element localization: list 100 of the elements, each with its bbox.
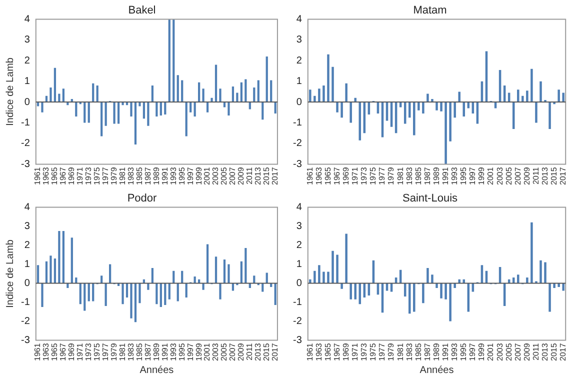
x-tick-label: 1985 [414, 166, 423, 185]
x-tick-label: 1977 [101, 342, 110, 361]
x-tick-label: 1989 [432, 342, 441, 361]
x-tick-label: 1967 [332, 166, 342, 185]
x-tick-label: 1981 [118, 166, 127, 185]
x-tick-label: 2009 [522, 342, 532, 361]
x-tick-label: 2015 [550, 342, 559, 361]
y-tick-label: 2 [296, 240, 302, 251]
y-tick-label: -2 [292, 316, 302, 327]
y-tick-label: -3 [20, 158, 30, 170]
x-tick-label: 1987 [422, 166, 432, 185]
y-tick-label: -1 [292, 296, 302, 308]
x-tick-label: 2017 [270, 166, 280, 185]
y-tick-label: 1 [24, 258, 30, 270]
x-tick-label: 1977 [378, 342, 387, 361]
x-tick-label: 1977 [101, 166, 110, 185]
y-tick-label: 3 [296, 220, 302, 232]
x-tick-label: 2015 [262, 342, 272, 361]
x-tick-label: 1991 [160, 342, 170, 361]
y-tick-label: -1 [292, 118, 302, 129]
x-tick-label: 1985 [414, 342, 423, 361]
y-tick-label: -3 [292, 158, 302, 170]
x-tick-label: 1975 [368, 342, 378, 361]
x-tick-label: 1989 [152, 166, 161, 185]
y-tick-label: 0 [24, 96, 30, 108]
x-tick-label: 1995 [459, 342, 468, 361]
x-tick-label: 2001 [202, 166, 212, 185]
x-tick-label: 1963 [42, 166, 51, 185]
y-tick-label: -1 [20, 296, 30, 308]
y-tick-label: 4 [24, 14, 30, 25]
x-tick-label: 2015 [550, 166, 559, 185]
x-tick-label: 1995 [459, 166, 468, 185]
x-tick-label: 1979 [110, 166, 118, 185]
x-tick-label: 1995 [177, 342, 186, 361]
x-tick-label: 2013 [254, 342, 263, 361]
x-tick-label: 2015 [262, 166, 272, 185]
x-tick-label: 1985 [134, 166, 144, 185]
x-tick-label: 1999 [194, 342, 204, 361]
x-tick-label: 1971 [76, 166, 85, 185]
x-tick-label: 1999 [477, 342, 486, 361]
x-tick-label: 1987 [422, 342, 432, 361]
x-tick-label: 1993 [450, 342, 460, 361]
x-tick-label: 2009 [236, 166, 246, 185]
x-tick-label: 2005 [504, 342, 514, 361]
x-tick-label: 2007 [228, 166, 238, 185]
x-tick-label: 1979 [386, 342, 396, 361]
x-tick-label: 1977 [378, 166, 387, 185]
x-tick-label: 1987 [143, 342, 152, 361]
x-tick-label: 1967 [58, 342, 68, 361]
x-tick-label: 2013 [540, 342, 550, 361]
y-tick-label: 4 [296, 14, 302, 25]
x-tick-label: 1975 [92, 166, 102, 185]
x-tick-label: 2011 [245, 342, 254, 360]
y-tick-label: 4 [24, 202, 30, 213]
x-tick-label: 1969 [342, 342, 351, 361]
y-tick-label: -2 [20, 316, 30, 327]
x-tick-label: 1993 [168, 342, 178, 361]
x-tick-label: 1993 [168, 166, 178, 185]
x-tick-label: 1991 [440, 342, 450, 361]
x-tick-label: 1983 [404, 342, 414, 361]
x-tick-label: 2017 [558, 166, 568, 185]
x-tick-label: 2003 [211, 166, 220, 185]
x-tick-label: 1965 [323, 342, 332, 361]
y-tick-label: -2 [20, 138, 30, 150]
chart-title: Bakel [128, 4, 156, 17]
y-axis-title: Indice de Lamb [4, 57, 16, 126]
x-tick-label: 1981 [396, 166, 405, 185]
x-tick-label: 1965 [50, 342, 60, 361]
x-tick-label: 1965 [323, 166, 332, 185]
x-tick-label: 2013 [254, 166, 263, 185]
y-tick-label: 1 [296, 258, 302, 270]
x-tick-label: 1975 [368, 166, 378, 185]
y-tick-label: -3 [292, 334, 302, 346]
x-tick-label: 1999 [477, 166, 486, 185]
x-tick-label: 2007 [228, 342, 238, 361]
x-tick-label: 2011 [531, 342, 540, 360]
y-tick-label: 4 [296, 202, 302, 213]
x-tick-label: 2011 [531, 166, 540, 184]
y-tick-label: 1 [296, 76, 302, 88]
x-tick-label: 1969 [342, 166, 351, 185]
x-tick-label: 1969 [67, 342, 76, 361]
x-tick-label: 2007 [513, 166, 522, 185]
x-tick-label: 2005 [220, 342, 229, 361]
x-tick-label: 2013 [540, 166, 550, 185]
chart-title: Saint-Louis [402, 192, 458, 205]
y-tick-label: 1 [24, 76, 30, 88]
x-tick-label: 1971 [76, 342, 85, 361]
x-tick-label: 2017 [270, 342, 280, 361]
x-tick-label: 2011 [245, 166, 254, 184]
x-tick-label: 2003 [211, 342, 220, 361]
x-tick-label: 2003 [495, 342, 504, 361]
x-tick-label: 2009 [522, 166, 532, 185]
y-tick-label: 3 [296, 34, 302, 46]
y-tick-label: 0 [296, 278, 302, 289]
x-tick-label: 1963 [42, 342, 51, 361]
x-tick-label: 1999 [194, 166, 204, 185]
x-tick-label: 1973 [360, 342, 369, 361]
y-tick-label: -3 [20, 334, 30, 346]
x-tick-label: 2009 [236, 342, 246, 361]
x-tick-label: 1963 [314, 342, 324, 361]
